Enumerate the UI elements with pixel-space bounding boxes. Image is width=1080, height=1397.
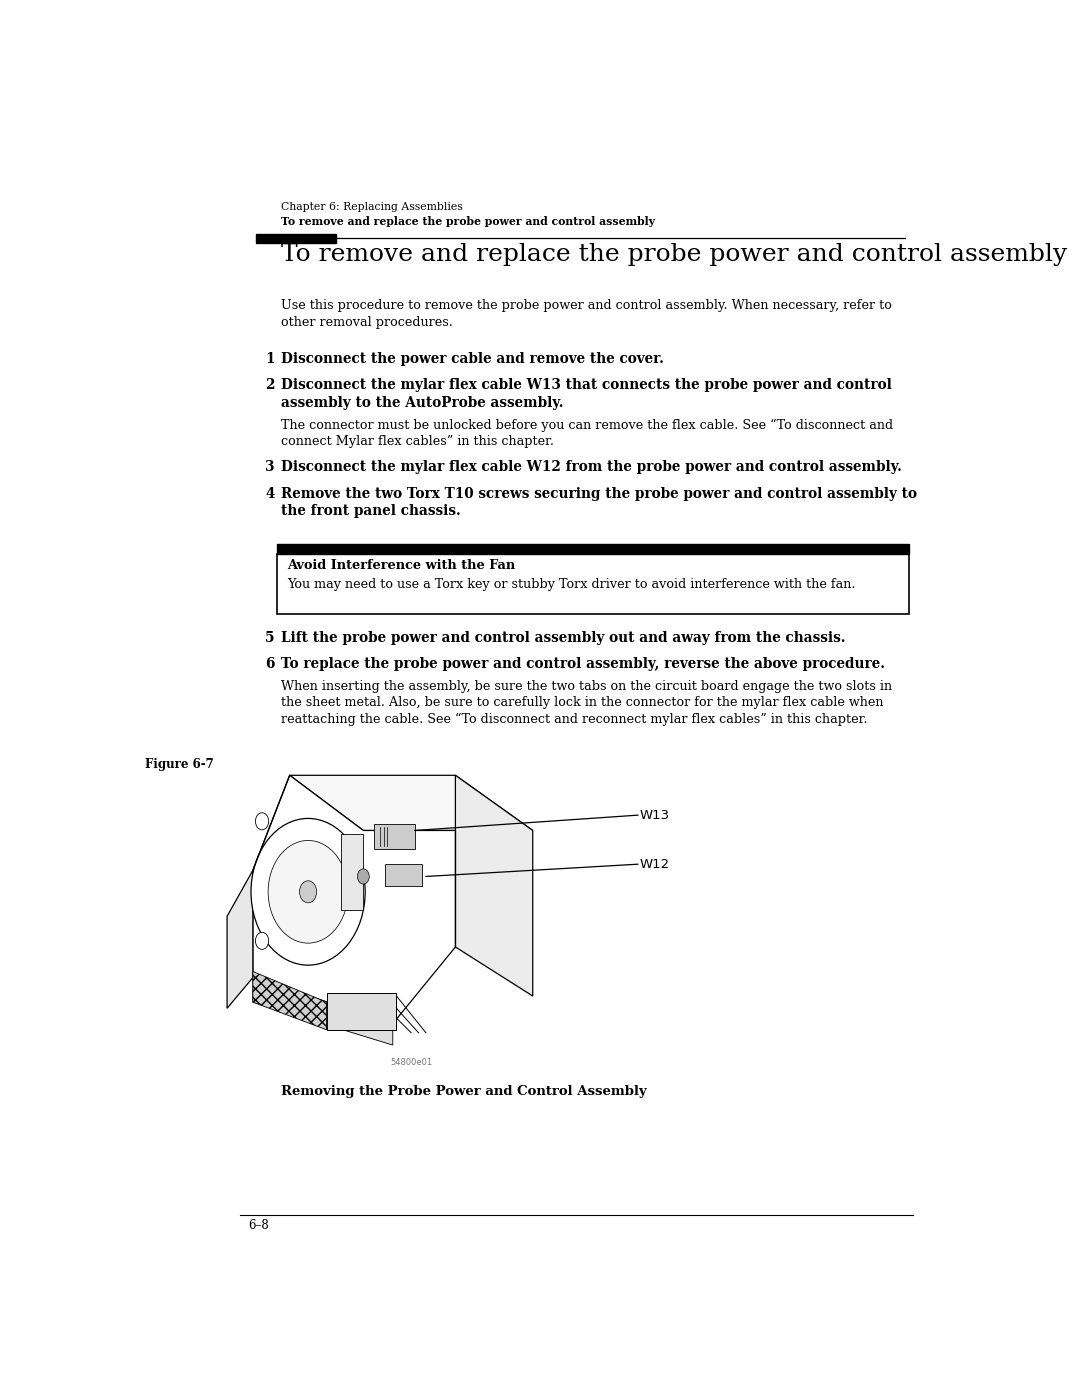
Text: Chapter 6: Replacing Assemblies: Chapter 6: Replacing Assemblies [282, 203, 463, 212]
Bar [341, 834, 363, 911]
Text: Disconnect the mylar flex cable W12 from the probe power and control assembly.: Disconnect the mylar flex cable W12 from… [282, 460, 903, 474]
Circle shape [251, 819, 365, 965]
Circle shape [299, 880, 316, 902]
Polygon shape [253, 978, 393, 1045]
Text: W13: W13 [639, 809, 670, 821]
Circle shape [268, 841, 348, 943]
Text: 1: 1 [266, 352, 274, 366]
Text: the front panel chassis.: the front panel chassis. [282, 504, 461, 518]
Text: When inserting the assembly, be sure the two tabs on the circuit board engage th: When inserting the assembly, be sure the… [282, 680, 892, 693]
Text: To replace the probe power and control assembly, reverse the above procedure.: To replace the probe power and control a… [282, 657, 886, 671]
Text: 4: 4 [266, 486, 274, 500]
Bar [326, 993, 396, 1030]
Text: The connector must be unlocked before you can remove the flex cable. See “To dis: The connector must be unlocked before yo… [282, 418, 893, 432]
Text: the sheet metal. Also, be sure to carefully lock in the connector for the mylar : the sheet metal. Also, be sure to carefu… [282, 696, 883, 710]
Text: Disconnect the mylar flex cable W13 that connects the probe power and control: Disconnect the mylar flex cable W13 that… [282, 379, 892, 393]
Text: Removing the Probe Power and Control Assembly: Removing the Probe Power and Control Ass… [282, 1084, 647, 1098]
Text: W12: W12 [639, 858, 670, 870]
Text: Lift the probe power and control assembly out and away from the chassis.: Lift the probe power and control assembl… [282, 630, 846, 645]
Text: assembly to the AutoProbe assembly.: assembly to the AutoProbe assembly. [282, 395, 564, 409]
Polygon shape [227, 870, 253, 1009]
Text: Use this procedure to remove the probe power and control assembly. When necessar: Use this procedure to remove the probe p… [282, 299, 892, 312]
Text: 54800e01: 54800e01 [390, 1058, 432, 1066]
Text: To remove and replace the probe power and control assembly: To remove and replace the probe power an… [282, 217, 656, 228]
Text: reattaching the cable. See “To disconnect and reconnect mylar flex cables” in th: reattaching the cable. See “To disconnec… [282, 712, 868, 726]
Polygon shape [456, 775, 532, 996]
Text: Figure 6-7: Figure 6-7 [145, 757, 214, 771]
Text: other removal procedures.: other removal procedures. [282, 316, 454, 330]
Bar [386, 865, 422, 886]
Text: Disconnect the power cable and remove the cover.: Disconnect the power cable and remove th… [282, 352, 664, 366]
Polygon shape [289, 775, 532, 830]
Text: Remove the two Torx T10 screws securing the probe power and control assembly to: Remove the two Torx T10 screws securing … [282, 486, 918, 500]
Text: You may need to use a Torx key or stubby Torx driver to avoid interference with : You may need to use a Torx key or stubby… [287, 578, 855, 591]
Bar [278, 555, 909, 613]
Circle shape [256, 813, 269, 830]
Polygon shape [253, 971, 326, 1030]
Text: 6: 6 [266, 657, 274, 671]
Text: connect Mylar flex cables” in this chapter.: connect Mylar flex cables” in this chapt… [282, 434, 554, 448]
Text: 3: 3 [266, 460, 274, 474]
Text: 5: 5 [266, 630, 274, 645]
Text: 6–8: 6–8 [248, 1218, 269, 1232]
Text: Avoid Interference with the Fan: Avoid Interference with the Fan [287, 559, 515, 571]
Bar [375, 824, 415, 849]
Bar [256, 235, 336, 243]
Text: 2: 2 [266, 379, 274, 393]
Circle shape [256, 932, 269, 950]
Circle shape [357, 869, 369, 884]
Polygon shape [253, 775, 456, 1024]
Text: To remove and replace the probe power and control assembly: To remove and replace the probe power an… [282, 243, 1068, 265]
Bar [278, 543, 909, 555]
